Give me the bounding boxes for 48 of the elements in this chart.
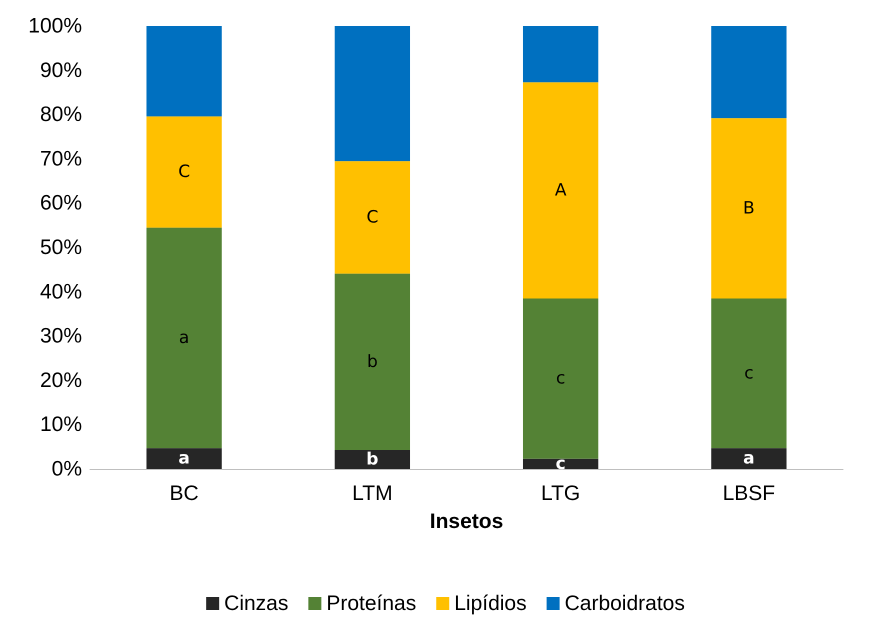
bar xyxy=(146,116,222,228)
y-tick-label: 60% xyxy=(40,192,82,215)
bar xyxy=(522,26,598,82)
legend-label: Lipídios xyxy=(454,592,527,615)
y-tick-label: 100% xyxy=(28,14,82,38)
y-tick-label: 90% xyxy=(40,58,82,82)
data-label: C xyxy=(178,162,190,182)
bar xyxy=(334,450,410,469)
y-tick-label: 40% xyxy=(40,280,82,304)
data-label: a xyxy=(743,448,755,469)
data-label: a xyxy=(178,448,190,469)
bar xyxy=(334,274,410,450)
bar xyxy=(522,298,598,459)
data-label: c xyxy=(744,363,754,384)
data-label: B xyxy=(743,198,755,218)
x-axis-title: Insetos xyxy=(430,510,504,533)
y-tick-label: 70% xyxy=(40,147,82,170)
bar xyxy=(334,161,410,274)
data-label: b xyxy=(366,352,378,372)
data-label: C xyxy=(366,207,378,228)
legend-label: Cinzas xyxy=(224,592,288,615)
y-tick-label: 10% xyxy=(40,413,82,436)
y-tick-label: 20% xyxy=(40,368,82,392)
x-tick-label: LTM xyxy=(352,482,393,505)
y-tick-label: 0% xyxy=(52,458,82,480)
bar xyxy=(334,26,410,162)
data-label: c xyxy=(556,368,566,389)
bar xyxy=(522,82,598,298)
y-tick-label: 50% xyxy=(40,236,82,259)
data-label: c xyxy=(556,454,566,474)
legend-label: Proteínas xyxy=(326,592,416,615)
bar xyxy=(711,26,787,118)
y-tick-label: 30% xyxy=(40,324,82,348)
data-label: a xyxy=(178,328,190,348)
data-label: A xyxy=(554,180,567,200)
bar xyxy=(146,228,222,448)
bar xyxy=(146,448,222,469)
x-tick-label: BC xyxy=(170,482,199,505)
x-tick-label: LBSF xyxy=(722,482,776,505)
bar xyxy=(711,298,787,448)
legend-label: Carboidratos xyxy=(564,592,685,615)
y-tick-label: 80% xyxy=(40,103,82,126)
bar xyxy=(711,448,787,469)
data-label: b xyxy=(366,449,378,470)
bar xyxy=(711,118,787,298)
bar xyxy=(146,26,222,116)
bar xyxy=(522,458,598,469)
x-tick-label: LTG xyxy=(540,482,580,505)
